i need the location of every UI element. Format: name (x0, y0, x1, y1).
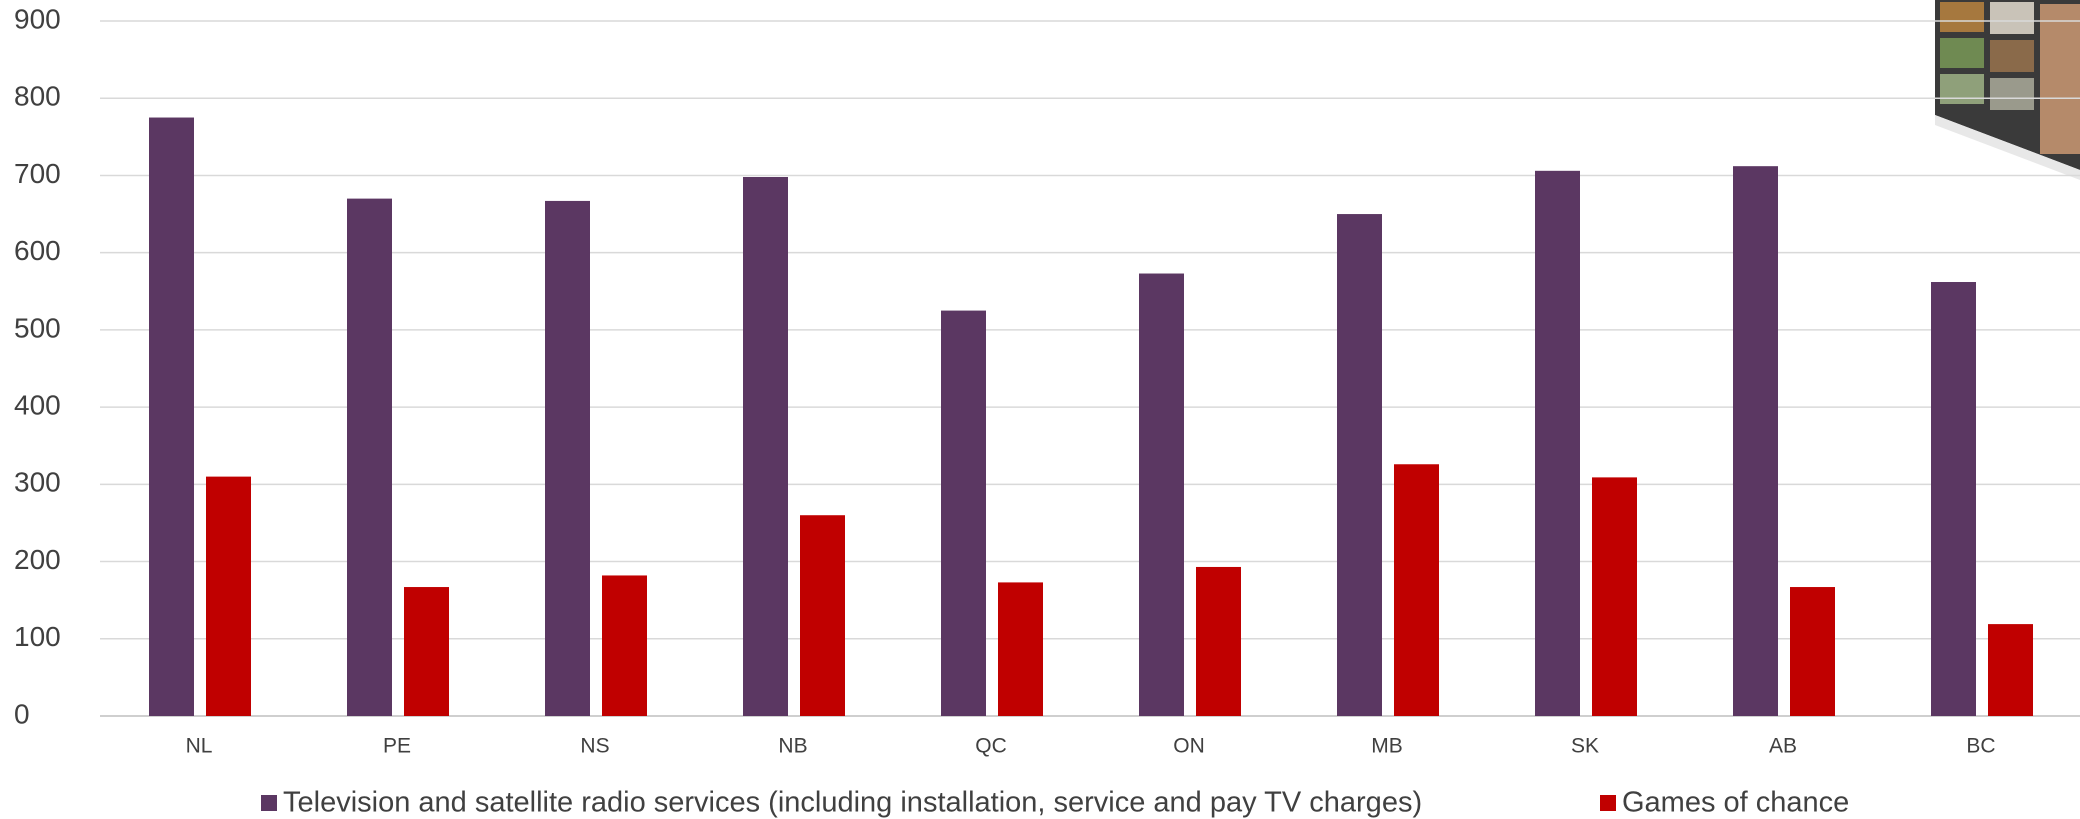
bar (1592, 477, 1637, 716)
bar (941, 310, 986, 716)
y-tick-label: 900 (14, 3, 61, 34)
y-tick-label: 200 (14, 544, 61, 575)
y-tick-label: 500 (14, 312, 61, 343)
legend-swatch (1600, 795, 1616, 811)
y-tick-label: 300 (14, 467, 61, 498)
bar (206, 476, 251, 716)
y-tick-label: 600 (14, 235, 61, 266)
bar (998, 582, 1043, 716)
bar (1394, 464, 1439, 716)
bar (1535, 170, 1580, 717)
bar (1139, 273, 1184, 716)
bar (149, 117, 194, 717)
y-tick-label: 800 (14, 81, 61, 112)
x-tick-label: BC (1966, 735, 1995, 758)
x-tick-label: NL (186, 735, 213, 758)
x-tick-label: SK (1571, 735, 1599, 758)
legend-label: Television and satellite radio services … (283, 787, 1422, 819)
legend-label: Games of chance (1622, 787, 1849, 819)
x-tick-label: ON (1173, 735, 1205, 758)
bar (1931, 282, 1976, 716)
bar (545, 200, 590, 716)
y-tick-label: 100 (14, 621, 61, 652)
x-tick-label: MB (1371, 735, 1403, 758)
x-tick-label: NS (580, 735, 609, 758)
decorative-photo (1935, 0, 2080, 180)
y-tick-label: 0 (14, 698, 30, 729)
bar (347, 198, 392, 717)
x-tick-label: PE (383, 735, 411, 758)
bar (1790, 587, 1835, 716)
x-tick-label: AB (1769, 735, 1797, 758)
bar (1337, 214, 1382, 717)
bar (1196, 566, 1241, 716)
bar (800, 515, 845, 716)
bar (743, 176, 788, 716)
bar (404, 587, 449, 716)
bar (1733, 166, 1778, 716)
x-tick-label: QC (975, 735, 1007, 758)
bar (602, 575, 647, 716)
y-tick-label: 400 (14, 390, 61, 421)
bar (1988, 624, 2033, 716)
x-tick-label: NB (778, 735, 807, 758)
legend-swatch (261, 795, 277, 811)
y-tick-label: 700 (14, 158, 61, 189)
